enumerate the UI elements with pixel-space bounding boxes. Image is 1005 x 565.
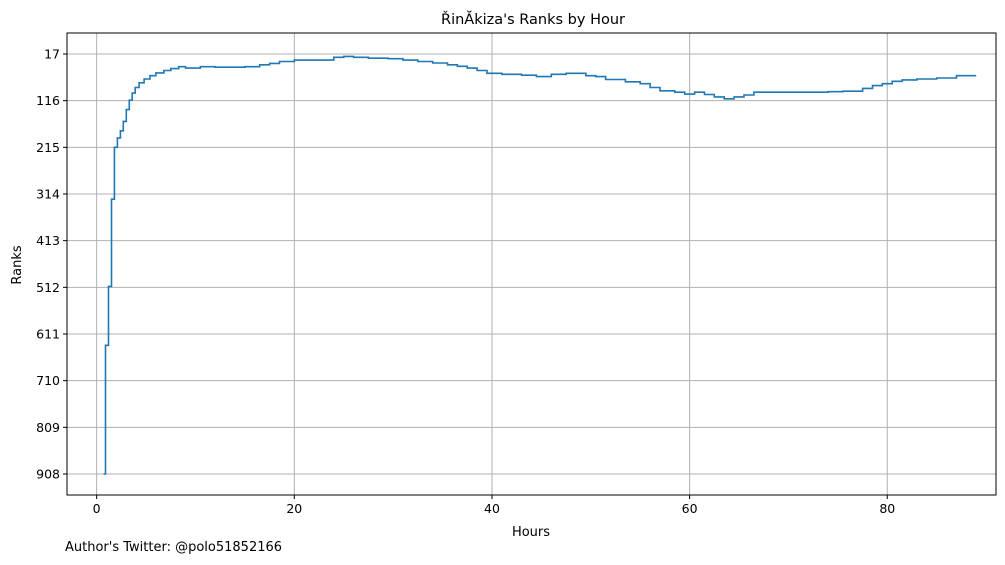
y-tick-label: 215: [36, 140, 60, 155]
y-tick-label: 413: [36, 233, 60, 248]
y-tick-label: 116: [36, 93, 60, 108]
y-tick-label: 809: [36, 420, 60, 435]
y-axis-label: Ranks: [10, 245, 25, 284]
x-axis-label: Hours: [512, 525, 550, 540]
y-tick-label: 314: [36, 187, 60, 202]
y-tick-label: 611: [36, 327, 60, 342]
series-layer: [103, 55, 977, 475]
x-tick-label: 0: [93, 501, 101, 516]
y-tick-label: 512: [36, 280, 60, 295]
x-tick-label: 60: [682, 501, 698, 516]
ticks: 0 20 40 60 80 17 116 215 314 413 512 611 710 809 908: [36, 47, 895, 517]
y-tick-label: 908: [36, 467, 60, 482]
x-tick-label: 40: [484, 501, 500, 516]
y-tick-label: 17: [44, 47, 60, 62]
y-tick-label: 710: [36, 373, 60, 388]
x-tick-label: 80: [879, 501, 895, 516]
author-credit: Author's Twitter: @polo51852166: [65, 540, 283, 555]
rank-series-line: [103, 55, 977, 475]
grid: [67, 33, 996, 495]
chart-title: ŘinĂkiza's Ranks by Hour: [441, 10, 625, 28]
plot-frame: [66, 32, 997, 496]
x-tick-label: 20: [286, 501, 302, 516]
